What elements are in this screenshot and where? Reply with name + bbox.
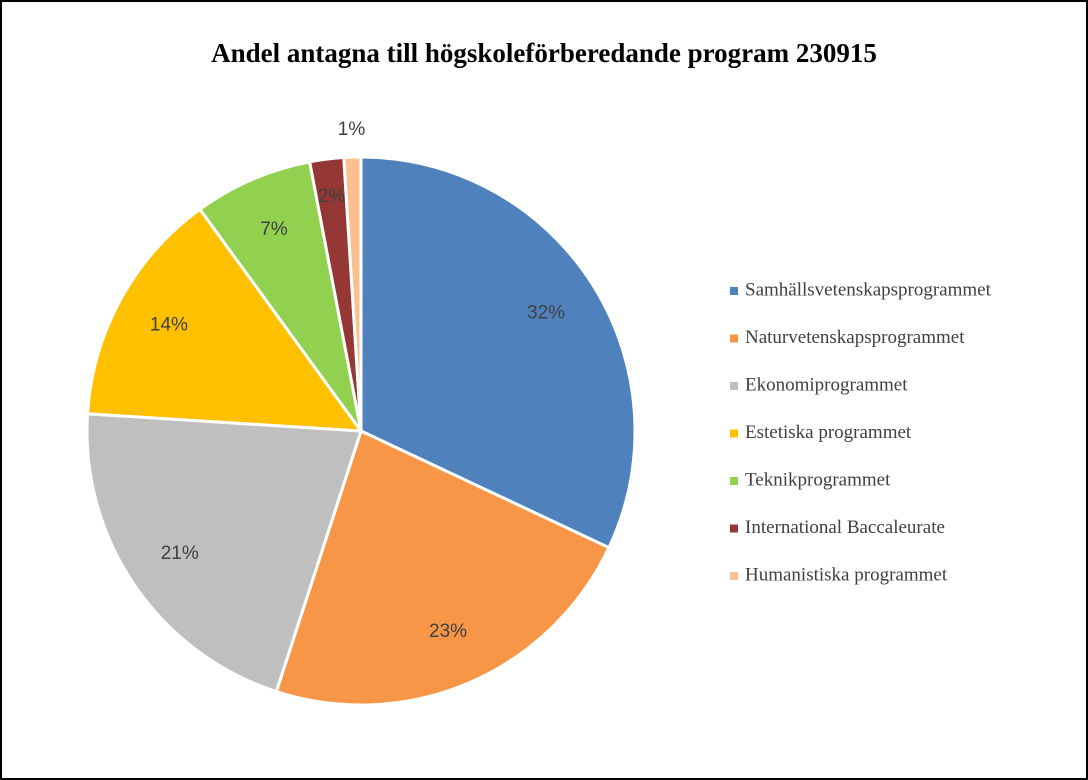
pie-slice — [197, 160, 363, 432]
legend-marker — [730, 429, 738, 438]
pie-slice — [359, 155, 637, 550]
legend-label: Humanistiska programmet — [745, 564, 948, 585]
legend-label: Samhällsvetenskapsprogrammet — [745, 279, 992, 300]
data-label: 32% — [527, 303, 565, 324]
data-label: 23% — [429, 621, 467, 642]
pie-slice — [85, 412, 364, 694]
legend-marker — [730, 382, 738, 390]
legend-marker — [730, 334, 738, 343]
pie-slice — [85, 207, 365, 433]
legend-label: Teknikprogrammet — [745, 469, 891, 490]
data-label: 1% — [338, 119, 366, 140]
chart-title: Andel antagna till högskoleförberedande … — [211, 38, 877, 68]
data-label: 14% — [150, 314, 188, 335]
legend-label: Estetiska programmet — [745, 422, 912, 443]
legend-marker — [730, 524, 738, 533]
data-label: 7% — [260, 219, 288, 240]
data-label: 2% — [318, 186, 346, 207]
legend-label: Ekonomiprogrammet — [745, 374, 908, 395]
legend-marker — [730, 287, 738, 295]
legend-label: Naturvetenskapsprogrammet — [745, 327, 965, 348]
legend-label: International Baccaleurate — [745, 517, 945, 538]
data-label: 21% — [161, 543, 199, 564]
legend-marker — [730, 477, 738, 485]
pie-slice — [342, 155, 363, 432]
legend-marker — [730, 572, 738, 580]
pie-slice — [274, 428, 611, 707]
